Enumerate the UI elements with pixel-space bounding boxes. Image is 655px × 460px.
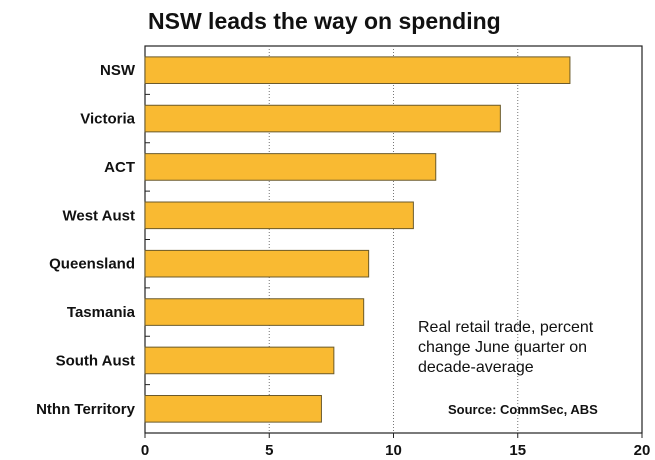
bar-1 [144,104,501,133]
x-tick-label: 20 [634,442,651,459]
category-label: Nthn Territory [36,401,136,418]
bar-5 [144,298,365,326]
x-tick-label: 0 [141,442,149,459]
source-label: Source: CommSec, ABS [448,402,598,417]
bar-3 [144,201,414,230]
bar-7 [144,395,322,423]
category-label: Victoria [80,111,135,128]
chart-title: NSW leads the way on spending [148,8,501,34]
chart-annotation: Real retail trade, percent change June q… [418,319,594,376]
x-tick-label: 15 [509,442,526,459]
bar-6 [144,346,335,375]
category-label: Queensland [49,256,135,273]
category-label: ACT [104,159,135,176]
bar-2 [144,153,437,181]
bar-0 [144,56,571,84]
category-label: West Aust [62,207,135,224]
bar-4 [144,249,370,278]
category-label: South Aust [56,352,135,369]
x-tick-label: 10 [385,442,402,459]
category-label: Tasmania [67,304,136,321]
category-label: NSW [100,62,136,79]
x-tick-label: 5 [265,442,273,459]
